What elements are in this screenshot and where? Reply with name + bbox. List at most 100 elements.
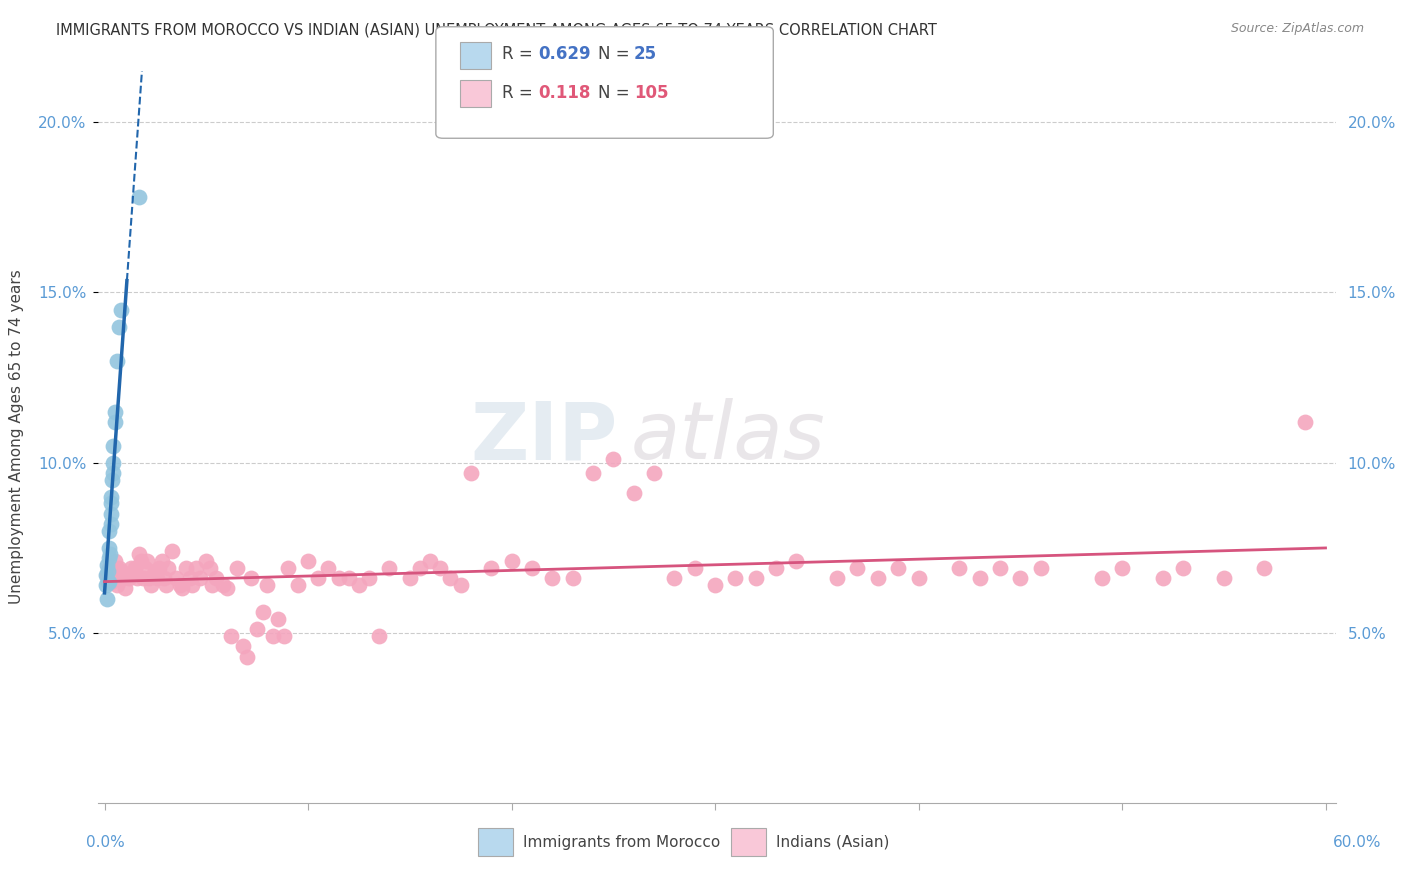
Point (104, 554, 127, 568)
Point (105, 353, 128, 368)
Point (765, 561, 787, 575)
Point (988, 561, 1011, 575)
Point (328, 571, 350, 585)
Point (104, 404, 127, 418)
Point (169, 578, 191, 592)
Point (785, 554, 807, 568)
Point (704, 578, 727, 592)
Point (188, 571, 211, 585)
Point (969, 571, 991, 585)
Point (96, 567, 118, 582)
Text: 60.0%: 60.0% (1333, 836, 1381, 850)
Text: Source: ZipAtlas.com: Source: ZipAtlas.com (1230, 22, 1364, 36)
Point (146, 571, 169, 585)
Text: 0.118: 0.118 (538, 84, 591, 102)
Point (128, 548, 150, 562)
Point (165, 571, 187, 585)
Point (118, 571, 141, 585)
Point (347, 578, 370, 592)
Text: 25: 25 (634, 45, 657, 63)
Point (297, 554, 319, 568)
Point (148, 561, 170, 575)
Point (97, 561, 120, 575)
Point (100, 516, 122, 531)
Point (128, 190, 150, 204)
Point (100, 574, 122, 589)
Point (825, 571, 848, 585)
Point (110, 565, 132, 579)
Point (273, 629, 295, 643)
Point (160, 544, 183, 558)
Point (277, 561, 299, 575)
Point (100, 507, 122, 521)
Point (846, 561, 869, 575)
Point (155, 578, 177, 592)
Point (419, 554, 441, 568)
Text: 0.0%: 0.0% (86, 836, 125, 850)
Point (232, 640, 254, 654)
Point (252, 605, 274, 619)
Point (450, 578, 472, 592)
Point (107, 561, 129, 575)
Point (219, 629, 242, 643)
Point (225, 561, 247, 575)
Point (501, 554, 523, 568)
Point (156, 561, 179, 575)
Point (97, 565, 120, 579)
Point (97, 574, 120, 589)
Point (200, 561, 222, 575)
Text: atlas: atlas (630, 398, 825, 476)
Point (201, 578, 224, 592)
Point (1029, 561, 1052, 575)
Point (134, 561, 156, 575)
Point (205, 571, 228, 585)
Point (181, 578, 204, 592)
Point (105, 578, 128, 592)
Point (409, 561, 432, 575)
Point (582, 466, 605, 480)
Point (520, 561, 543, 575)
Text: R =: R = (502, 84, 538, 102)
Point (1294, 415, 1316, 429)
Text: IMMIGRANTS FROM MOROCCO VS INDIAN (ASIAN) UNEMPLOYMENT AMONG AGES 65 TO 74 YEARS: IMMIGRANTS FROM MOROCCO VS INDIAN (ASIAN… (56, 22, 938, 37)
Point (256, 578, 278, 592)
Point (114, 582, 136, 596)
Point (398, 571, 420, 585)
Point (664, 571, 686, 585)
Point (138, 571, 160, 585)
Point (141, 578, 163, 592)
Point (94, 567, 117, 582)
Point (1010, 571, 1032, 585)
Point (127, 571, 149, 585)
Point (745, 571, 768, 585)
Point (96, 558, 118, 572)
Point (96, 591, 118, 606)
Text: 0.629: 0.629 (538, 45, 591, 63)
Point (101, 466, 124, 480)
Point (948, 561, 970, 575)
Point (378, 561, 401, 575)
Point (439, 571, 461, 585)
Point (1111, 561, 1133, 575)
Point (184, 561, 207, 575)
Point (120, 561, 142, 575)
Point (101, 565, 124, 579)
Point (724, 571, 747, 585)
Point (368, 629, 391, 643)
Point (887, 561, 910, 575)
Text: R =: R = (502, 45, 538, 63)
Point (479, 561, 502, 575)
Point (866, 571, 889, 585)
Point (1152, 571, 1174, 585)
Text: N =: N = (598, 84, 634, 102)
Text: N =: N = (598, 45, 634, 63)
Point (287, 578, 309, 592)
Point (179, 571, 201, 585)
Point (129, 554, 152, 568)
Point (240, 571, 263, 585)
Point (100, 496, 122, 510)
Point (100, 473, 122, 487)
Point (907, 571, 929, 585)
Point (170, 582, 193, 596)
Point (359, 571, 381, 585)
